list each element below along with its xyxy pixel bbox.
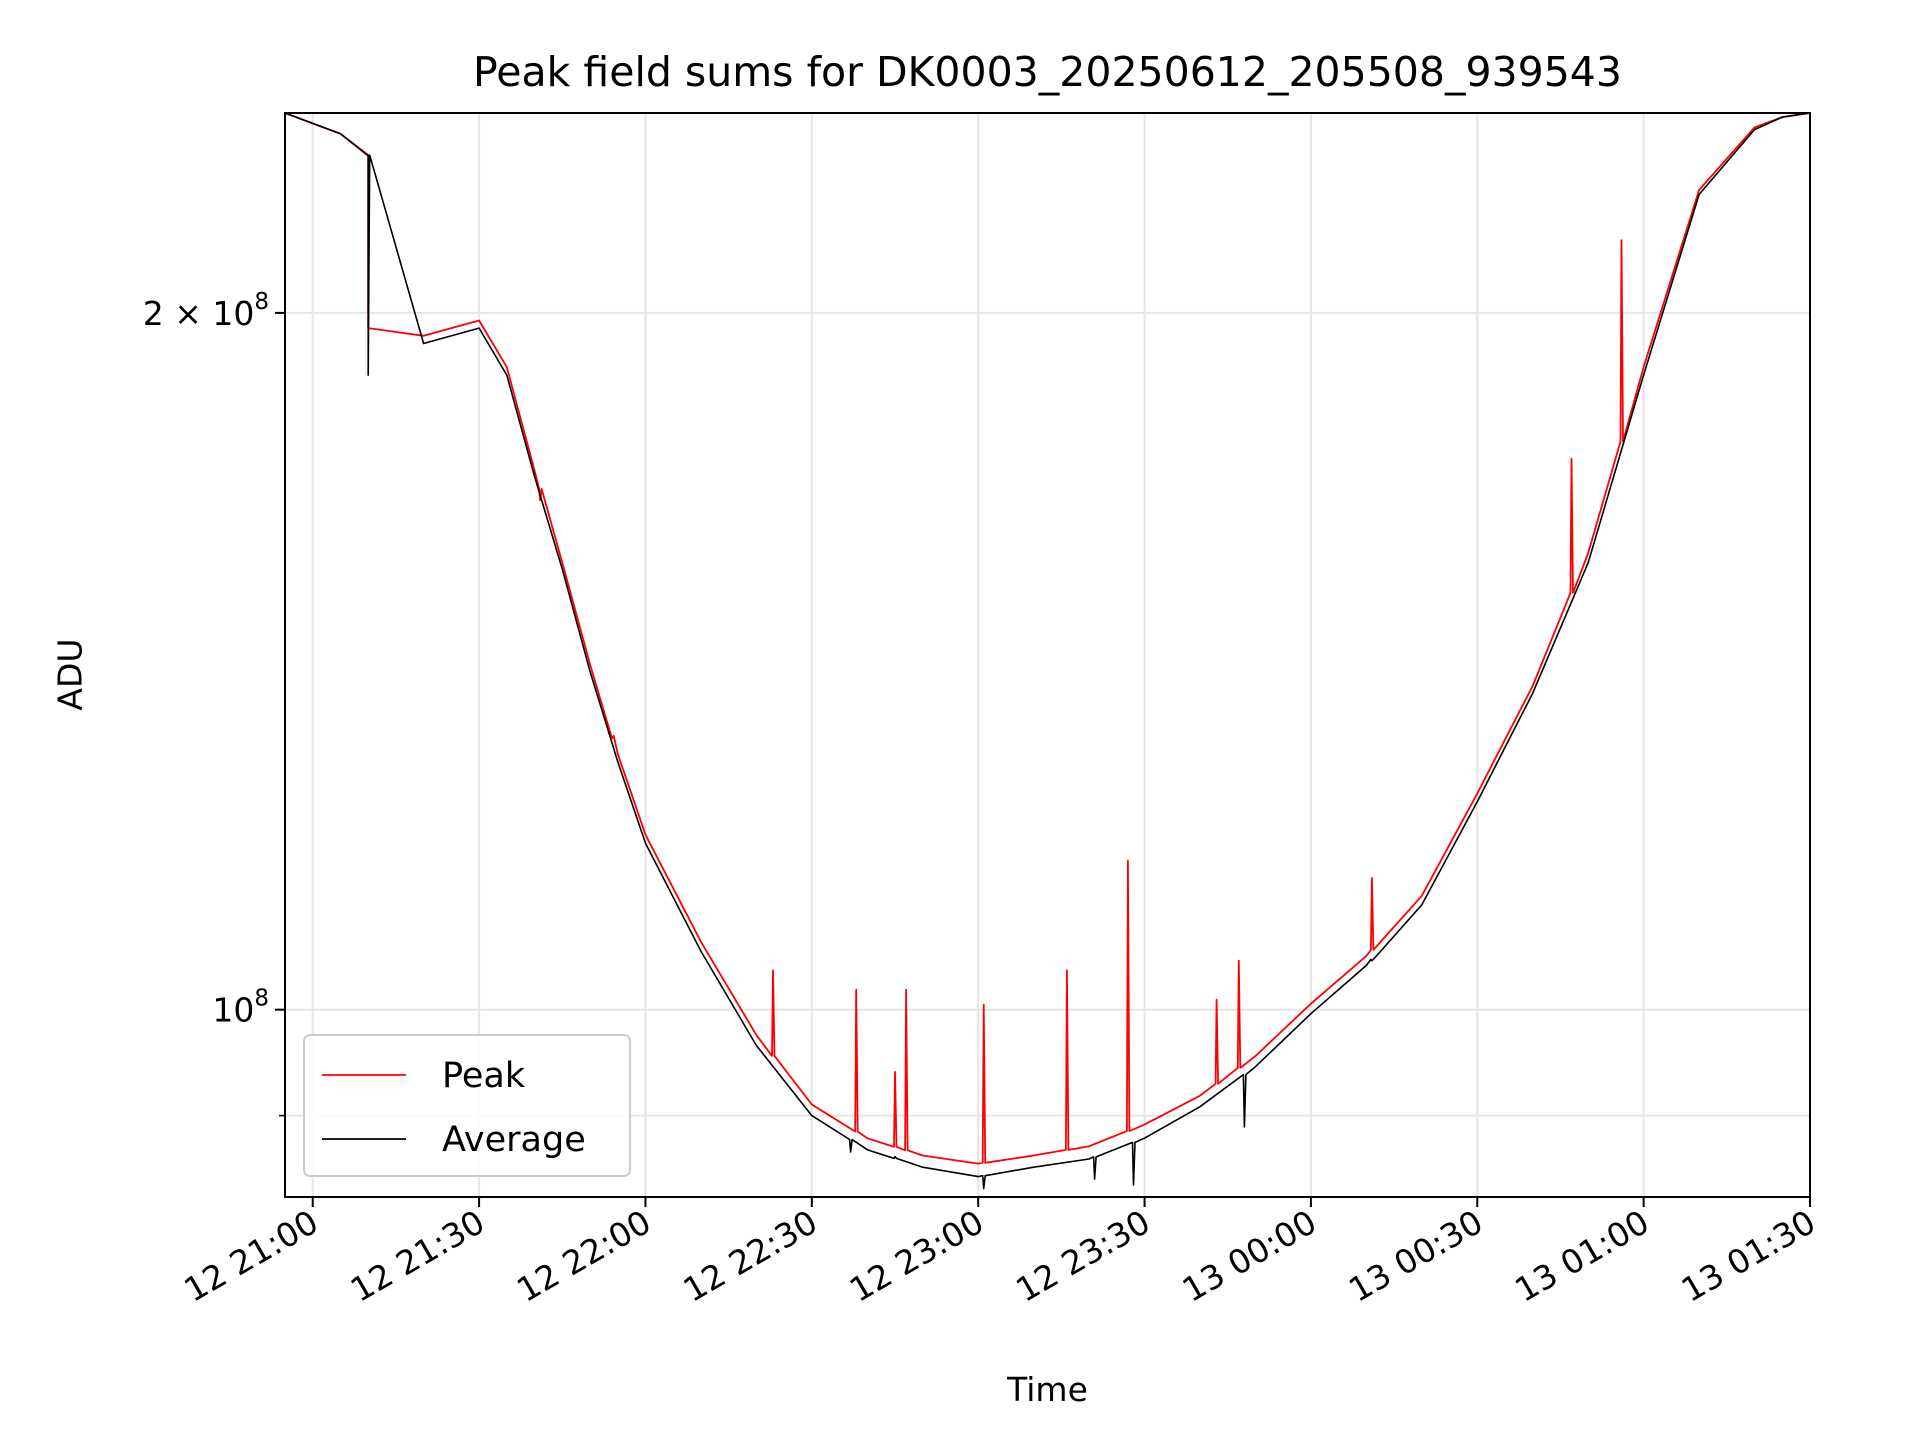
y-axis-label: ADU <box>50 638 90 711</box>
plot-frame <box>284 112 1811 1198</box>
y-tick-label: 2 × 108 <box>143 289 269 333</box>
y-tick-base: 10 <box>212 294 254 333</box>
x-tick-label: 12 23:30 <box>1009 1202 1156 1310</box>
x-tick-label: 13 01:30 <box>1675 1202 1822 1310</box>
legend-box <box>303 1034 631 1177</box>
x-tick-label: 12 22:30 <box>676 1202 823 1310</box>
y-tick-base: 10 <box>212 991 254 1030</box>
x-tick-label: 12 22:00 <box>510 1202 657 1310</box>
x-tick-label: 12 23:00 <box>843 1202 990 1310</box>
y-tick-exponent: 8 <box>254 986 269 1012</box>
y-tick-mantissa: 2 × <box>143 294 213 333</box>
series-group <box>285 113 1810 1190</box>
series-line-peak <box>285 113 1810 1165</box>
x-tick-label: 13 00:30 <box>1342 1202 1489 1310</box>
legend-label-peak: Peak <box>442 1056 526 1096</box>
series-line-average <box>285 113 1810 1190</box>
y-tick-exponent: 8 <box>254 289 269 315</box>
x-axis-label: Time <box>1007 1370 1088 1409</box>
legend-label-average: Average <box>442 1120 586 1160</box>
chart-title: Peak field sums for DK0003_20250612_2055… <box>473 48 1622 96</box>
y-tick-label: 108 <box>212 986 269 1030</box>
x-tick-label: 13 00:00 <box>1176 1202 1323 1310</box>
x-tick-label: 13 01:00 <box>1508 1202 1655 1310</box>
x-tick-label: 12 21:30 <box>344 1202 491 1310</box>
x-tick-label: 12 21:00 <box>177 1202 324 1310</box>
